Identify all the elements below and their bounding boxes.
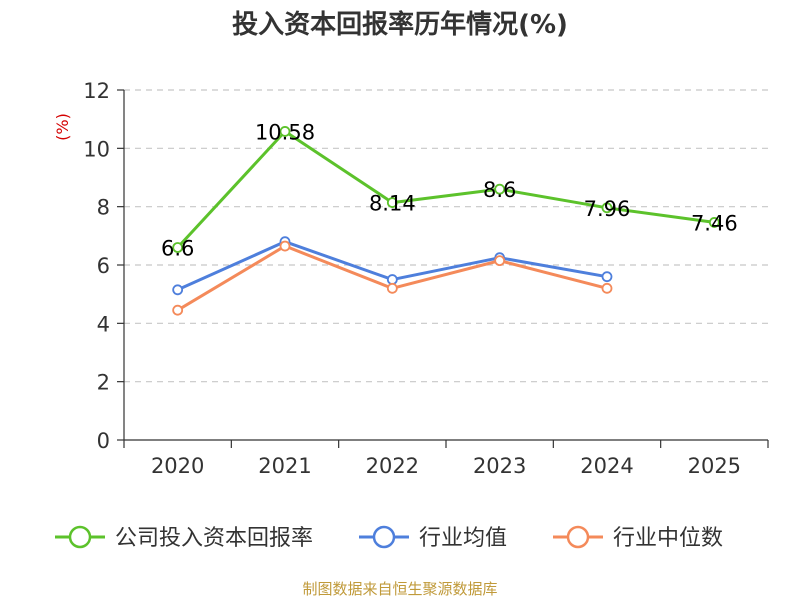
- legend-swatch-marker: [372, 525, 396, 549]
- data-point: [601, 202, 613, 214]
- y-tick-label: 0: [97, 429, 110, 453]
- data-label: 8.14: [369, 192, 416, 216]
- y-tick-label: 12: [83, 79, 110, 103]
- chart-title: 投入资本回报率历年情况(%): [232, 10, 568, 40]
- x-tick-label: 2020: [151, 454, 204, 478]
- data-point: [172, 284, 184, 296]
- data-label: 7.96: [584, 197, 631, 221]
- legend-swatch-marker: [68, 525, 92, 549]
- data-point: [708, 217, 720, 228]
- legend-swatch-marker: [566, 525, 590, 549]
- data-point: [601, 282, 613, 294]
- y-tick-label: 8: [97, 196, 110, 220]
- x-tick-label: 2025: [688, 454, 741, 478]
- data-point: [386, 197, 398, 208]
- data-label: 7.46: [691, 211, 738, 235]
- data-point: [172, 242, 184, 253]
- x-tick-label: 2024: [580, 454, 633, 478]
- data-point: [279, 126, 291, 137]
- data-point: [494, 255, 506, 267]
- y-tick-label: 2: [97, 371, 110, 395]
- data-label: 10.58: [255, 120, 315, 144]
- data-point: [172, 304, 184, 316]
- data-point: [601, 271, 613, 283]
- legend-item-label: 行业中位数: [613, 526, 723, 551]
- source-note: 制图数据来自恒生聚源数据库: [302, 580, 498, 598]
- y-tick-label: 6: [97, 254, 110, 278]
- y-axis-unit: (%): [53, 113, 72, 141]
- data-point: [494, 183, 506, 195]
- data-label: 6.6: [161, 237, 194, 261]
- data-point: [279, 240, 291, 252]
- data-point: [386, 282, 398, 294]
- y-tick-label: 4: [97, 312, 110, 336]
- x-tick-label: 2021: [258, 454, 311, 478]
- legend-item-label: 行业均值: [419, 526, 507, 551]
- y-tick-label: 10: [83, 137, 110, 161]
- x-tick-label: 2022: [366, 454, 419, 478]
- series-line: [176, 129, 715, 249]
- data-label: 8.6: [483, 178, 516, 202]
- legend-item-label: 公司投入资本回报率: [115, 526, 313, 551]
- data-point: [386, 274, 398, 285]
- x-tick-label: 2023: [473, 454, 526, 478]
